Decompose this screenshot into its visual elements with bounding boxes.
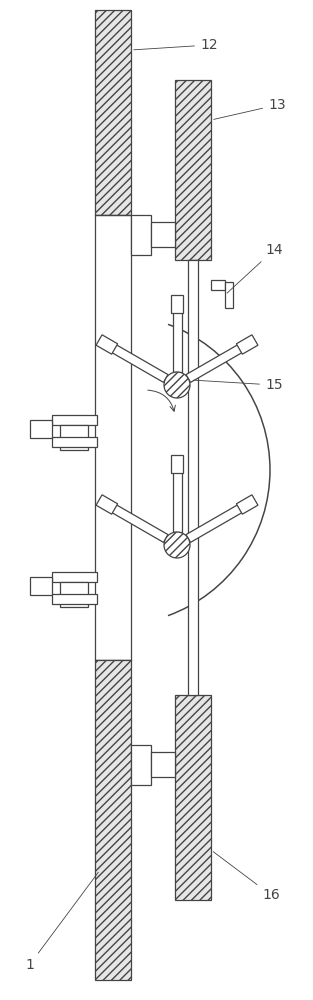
Bar	[95, 215, 131, 660]
Bar	[151, 752, 175, 777]
Bar	[60, 582, 88, 607]
Polygon shape	[186, 504, 244, 542]
Bar	[175, 695, 211, 900]
Bar	[30, 420, 52, 438]
Bar	[131, 745, 151, 785]
Bar	[236, 495, 258, 514]
Bar	[151, 222, 175, 247]
Text: 1: 1	[25, 872, 98, 972]
Text: 14: 14	[227, 243, 283, 293]
Bar	[52, 594, 97, 604]
Bar	[30, 577, 52, 595]
Bar	[236, 335, 258, 354]
Polygon shape	[186, 344, 244, 382]
Text: 12: 12	[134, 38, 218, 52]
Bar	[131, 215, 151, 255]
Polygon shape	[172, 470, 182, 532]
Bar	[171, 455, 183, 473]
Bar	[95, 10, 131, 215]
Bar	[60, 425, 88, 450]
Bar	[95, 660, 131, 980]
Bar	[96, 495, 118, 514]
Bar	[171, 295, 183, 313]
Bar	[52, 415, 97, 425]
Text: 15: 15	[194, 378, 283, 392]
Bar	[96, 335, 118, 354]
Polygon shape	[172, 310, 182, 372]
Bar	[188, 260, 198, 695]
Circle shape	[164, 372, 190, 398]
Bar	[52, 437, 97, 447]
Text: 16: 16	[213, 852, 280, 902]
Polygon shape	[110, 344, 168, 382]
Bar	[225, 282, 233, 308]
Text: 13: 13	[214, 98, 286, 119]
Circle shape	[164, 532, 190, 558]
Bar	[52, 572, 97, 582]
Polygon shape	[110, 504, 168, 542]
Bar	[211, 280, 225, 290]
Bar	[175, 80, 211, 260]
